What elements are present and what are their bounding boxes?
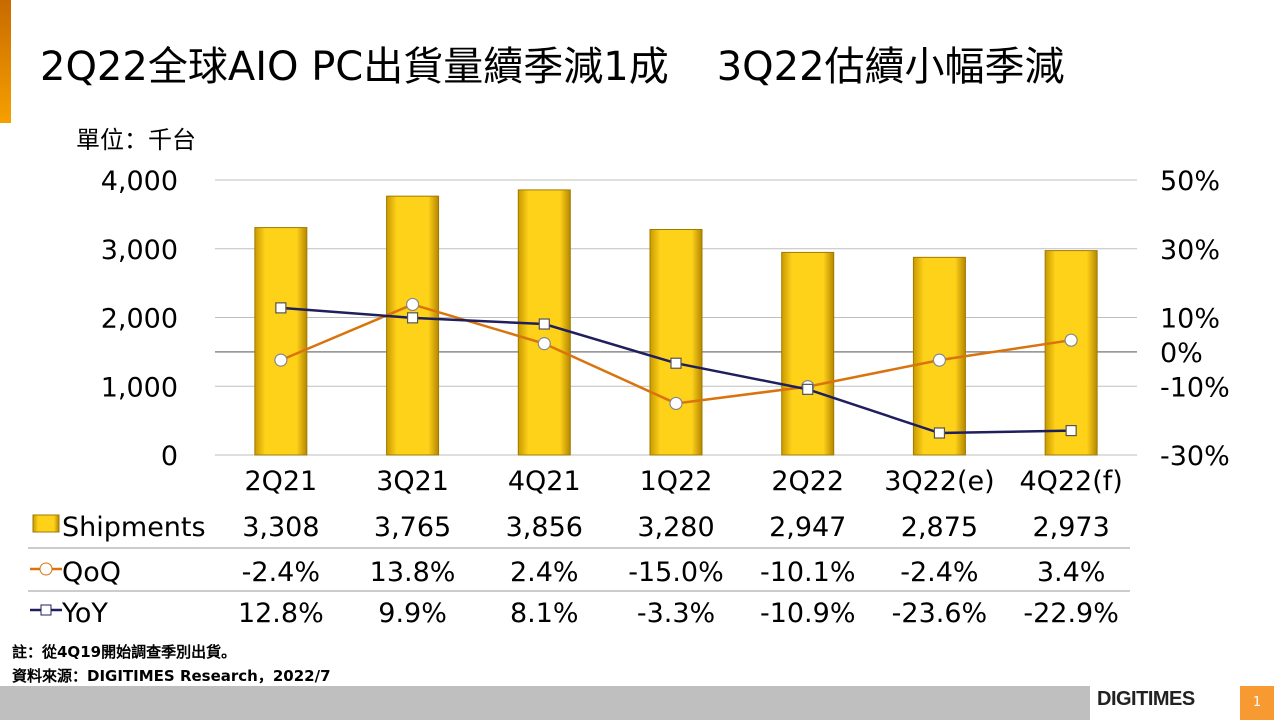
- qoq-legend-icon: [39, 562, 53, 576]
- yoy-point: [933, 427, 946, 439]
- right-tick-label: 10%: [1160, 304, 1220, 335]
- qoq-value: 13.8%: [370, 557, 456, 588]
- yoy-value: 9.9%: [378, 598, 447, 629]
- yoy-value: 8.1%: [510, 598, 579, 629]
- category-label: 3Q21: [376, 466, 449, 497]
- shipments-value: 2,947: [769, 512, 846, 543]
- qoq-point: [537, 337, 551, 351]
- yoy-value: -23.6%: [892, 598, 988, 629]
- yoy-point: [275, 302, 287, 314]
- yoy-value: -10.9%: [760, 598, 856, 629]
- page-number: 1: [1240, 686, 1274, 720]
- qoq-value: -15.0%: [628, 557, 724, 588]
- shipment-bar: [649, 229, 703, 456]
- qoq-value: -10.1%: [760, 557, 856, 588]
- yoy-point: [802, 383, 814, 395]
- category-label: 4Q22(f): [1019, 466, 1122, 497]
- qoq-value: 3.4%: [1037, 557, 1106, 588]
- right-tick-label: -30%: [1160, 441, 1230, 472]
- yoy-legend-icon: [40, 604, 52, 616]
- yoy-point: [670, 357, 682, 369]
- yoy-value: -22.9%: [1023, 598, 1119, 629]
- yoy-point: [406, 312, 419, 324]
- footer-bar: [0, 686, 1090, 720]
- qoq-value: -2.4%: [900, 557, 978, 588]
- title-part1: 2Q22全球AIO PC出貨量續季減1成: [40, 44, 669, 90]
- shipments-value: 3,856: [506, 512, 583, 543]
- right-tick-label: 0%: [1160, 338, 1203, 369]
- shipment-bar: [386, 195, 440, 456]
- accent-bar: [0, 0, 11, 123]
- qoq-value: -2.4%: [242, 557, 320, 588]
- right-tick-label: 50%: [1160, 166, 1220, 197]
- qoq-value: 2.4%: [510, 557, 579, 588]
- category-label: 2Q21: [244, 466, 317, 497]
- title-part2: 3Q22估續小幅季減: [716, 44, 1065, 90]
- qoq-point: [274, 353, 288, 367]
- shipments-value: 3,280: [637, 512, 714, 543]
- left-tick-label: 2,000: [101, 304, 178, 335]
- shipments-value: 3,765: [374, 512, 451, 543]
- category-label: 2Q22: [771, 466, 844, 497]
- shipment-bar: [1044, 250, 1098, 456]
- category-label: 1Q22: [640, 466, 713, 497]
- shipment-bar: [781, 251, 835, 456]
- right-tick-label: 30%: [1160, 235, 1220, 266]
- slide-title: 2Q22全球AIO PC出貨量續季減1成 3Q22估續小幅季減: [40, 34, 1065, 92]
- left-tick-label: 1,000: [101, 372, 178, 403]
- yoy-value: -3.3%: [637, 598, 715, 629]
- source-note: 資料來源：DIGITIMES Research，2022/7: [12, 667, 331, 685]
- unit-label: 單位：千台: [76, 126, 196, 154]
- shipment-bar: [254, 227, 308, 456]
- left-tick-label: 3,000: [101, 235, 178, 266]
- left-tick-label: 4,000: [101, 166, 178, 197]
- note: 註：從4Q19開始調查季別出貨。: [12, 643, 237, 661]
- category-label: 4Q21: [508, 466, 581, 497]
- shipments-value: 2,875: [901, 512, 978, 543]
- shipments-value: 2,973: [1032, 512, 1109, 543]
- qoq-point: [669, 396, 683, 411]
- shipments-legend-icon: [32, 514, 60, 533]
- qoq-point: [1064, 333, 1078, 347]
- category-label: 3Q22(e): [884, 466, 994, 497]
- series-name: YoY: [61, 598, 108, 629]
- digitimes-logo: DIGITIMES: [1097, 688, 1195, 710]
- yoy-point: [538, 318, 550, 330]
- yoy-value: 12.8%: [238, 598, 324, 629]
- shipments-value: 3,308: [242, 512, 319, 543]
- qoq-point: [932, 353, 947, 367]
- series-name: Shipments: [62, 512, 206, 543]
- yoy-point: [1065, 424, 1077, 437]
- qoq-point: [405, 297, 420, 312]
- right-tick-label: -10%: [1160, 372, 1230, 403]
- series-name: QoQ: [62, 557, 121, 588]
- left-tick-label: 0: [161, 441, 178, 472]
